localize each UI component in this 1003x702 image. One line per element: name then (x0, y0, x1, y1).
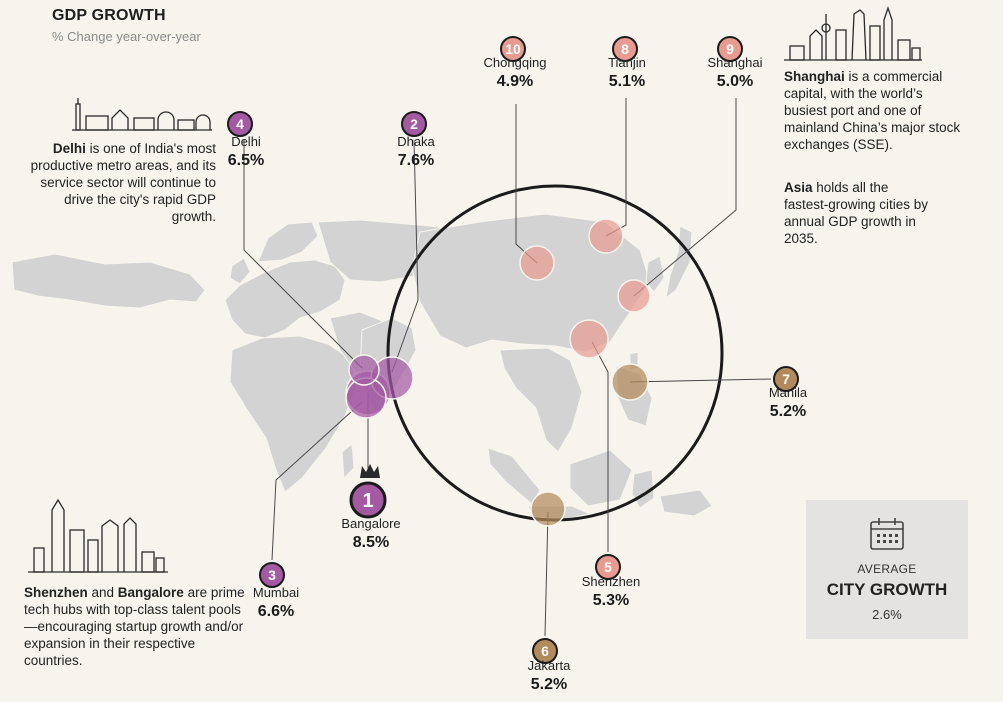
city-name-tianjin: Tianjin (608, 55, 646, 70)
land-indochina (499, 347, 583, 453)
city-value-dhaka: 7.6% (398, 152, 434, 169)
bubble-shanghai (617, 279, 651, 313)
bubble-shenzhen (569, 319, 609, 359)
city-value-mumbai: 6.6% (258, 603, 294, 620)
land-borneo (569, 449, 633, 507)
city-value-chongqing: 4.9% (497, 73, 533, 90)
asia-blurb-text: holds all the fastest-growing cities by … (784, 180, 929, 246)
average-value: 2.6% (872, 607, 902, 622)
rank-badge-dhaka (401, 111, 427, 137)
land-korea (645, 255, 665, 293)
tech-blurb-text: are prime tech hubs with top-class talen… (24, 585, 245, 668)
city-name-manila: Manila (769, 385, 808, 400)
land-africa (229, 335, 357, 493)
rank-number-chongqing: 10 (505, 41, 521, 57)
leader-line-manila (629, 378, 772, 383)
city-labels: Bangalore 8.5% Dhaka 7.6% Mumbai 6.6% Delhi 6.5… (228, 55, 808, 693)
city-value-jakarta: 5.2% (531, 676, 567, 693)
bubble-manila (611, 363, 649, 401)
chart-subtitle: % Change year-over-year (52, 29, 201, 44)
land-sumatra (487, 447, 541, 505)
shanghai-blurb-bold: Shanghai (784, 69, 845, 84)
land-europe (224, 259, 346, 339)
leader-line-delhi (243, 140, 363, 369)
average-growth-box: AVERAGE CITY GROWTH 2.6% (806, 500, 968, 639)
rank-badge-bangalore (349, 481, 387, 519)
asia-blurb-bold: Asia (784, 180, 813, 195)
land-north-america (11, 253, 206, 309)
city-name-shanghai: Shanghai (708, 55, 763, 70)
rank-badge-mumbai (259, 562, 285, 588)
bubble-jakarta (530, 491, 566, 527)
land-masses (11, 213, 713, 521)
city-bubbles (345, 218, 651, 527)
city-name-bangalore: Bangalore (341, 516, 400, 531)
delhi-skyline-icon (72, 98, 212, 131)
bubble-tianjin (588, 218, 624, 254)
tech-blurb-and: and (87, 585, 118, 600)
city-value-tianjin: 5.1% (609, 73, 645, 90)
rank-badge-shenzhen (595, 554, 621, 580)
rank-number-shenzhen: 5 (604, 559, 612, 575)
city-value-shanghai: 5.0% (717, 73, 753, 90)
tech-skyline-icon (28, 498, 168, 573)
average-title: CITY GROWTH (826, 580, 948, 599)
rank-badge-delhi (227, 111, 253, 137)
rank-badges: 1 2 3 4 5 6 7 8 9 10 (227, 36, 799, 664)
city-value-manila: 5.2% (770, 403, 806, 420)
rank-number-jakarta: 6 (541, 643, 549, 659)
leader-line-shanghai (633, 98, 737, 297)
city-name-jakarta: Jakarta (528, 658, 571, 673)
leader-line-tianjin (605, 98, 627, 237)
city-name-shenzhen: Shenzhen (582, 574, 641, 589)
leader-line-dhaka (391, 139, 419, 373)
city-name-dhaka: Dhaka (397, 134, 435, 149)
city-name-chongqing: Chongqing (484, 55, 547, 70)
rank-badge-manila (773, 366, 799, 392)
land-japan (665, 225, 693, 300)
chart-title: GDP GROWTH (52, 7, 166, 24)
city-value-delhi: 6.5% (228, 152, 264, 169)
rank-number-shanghai: 9 (726, 41, 734, 57)
leader-line-mumbai (271, 401, 363, 561)
land-uk (229, 257, 251, 285)
delhi-blurb-text: is one of India's most productive metro … (30, 141, 216, 224)
leader-line-shenzhen (591, 341, 609, 552)
tech-blurb-bold-bangalore: Bangalore (117, 585, 184, 600)
asia-blurb: Asia holds all the fastest-growing citie… (784, 179, 934, 247)
shanghai-skyline-icon (784, 5, 922, 61)
leader-line-jakarta (544, 511, 549, 637)
tech-blurb-bold-shenzhen: Shenzhen (24, 585, 88, 600)
rank-badge-chongqing (500, 36, 526, 62)
rank-number-delhi: 4 (236, 116, 244, 132)
delhi-blurb: Delhi is one of India's most productive … (24, 140, 216, 225)
rank-badge-tianjin (612, 36, 638, 62)
tech-blurb: Shenzhen and Bangalore are prime tech hu… (24, 584, 246, 669)
delhi-blurb-bold: Delhi (52, 141, 86, 156)
land-madagascar (341, 443, 355, 480)
rank-badge-jakarta (532, 638, 558, 664)
average-label: AVERAGE (857, 562, 917, 576)
rank-number-bangalore: 1 (362, 490, 373, 512)
shanghai-blurb-text: is a commercial capital, with the world’… (784, 69, 961, 152)
land-new-guinea (659, 489, 713, 517)
city-name-mumbai: Mumbai (253, 585, 299, 600)
rank-number-mumbai: 3 (268, 567, 276, 583)
land-scandinavia (257, 221, 319, 263)
bubble-delhi (348, 354, 380, 386)
rank-number-manila: 7 (782, 371, 790, 387)
shanghai-blurb: Shanghai is a commercial capital, with t… (784, 68, 964, 153)
crown-icon (360, 464, 380, 478)
city-name-delhi: Delhi (231, 134, 261, 149)
city-value-shenzhen: 5.3% (593, 592, 629, 609)
bubble-chongqing (519, 245, 555, 281)
rank-number-dhaka: 2 (410, 116, 418, 132)
calendar-icon (870, 518, 904, 550)
rank-number-tianjin: 8 (621, 41, 629, 57)
rank-badge-shanghai (717, 36, 743, 62)
city-value-bangalore: 8.5% (353, 534, 389, 551)
